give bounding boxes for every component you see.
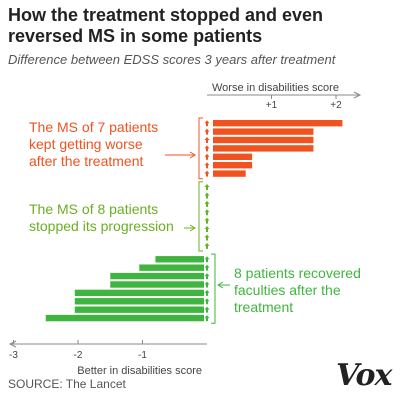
bottom-tick-label: -1 [138, 350, 147, 361]
bar-better [110, 272, 204, 280]
bar-worse [213, 170, 246, 177]
patient-marker [204, 234, 210, 241]
bar-worse [213, 153, 253, 160]
group-label-worse: The MS of 7 patients [29, 119, 158, 135]
top-tick-label: +2 [330, 100, 342, 111]
bar-better [110, 281, 204, 288]
bar-worse [213, 128, 314, 135]
patient-marker [204, 315, 210, 322]
patient-marker [204, 128, 210, 135]
group-label-better: 8 patients recovered [234, 265, 361, 281]
bar-worse [213, 145, 314, 152]
connector-stopped-arrowhead [189, 224, 196, 232]
patient-marker [204, 264, 210, 271]
bar-better [74, 289, 205, 297]
bottom-tick-label: -2 [74, 350, 83, 361]
patient-marker [204, 192, 210, 199]
top-tick-label: +1 [266, 100, 278, 111]
patient-marker [204, 306, 210, 313]
top-axis-arrow [353, 91, 362, 99]
group-label-worse: kept getting worse [29, 136, 143, 152]
patient-marker [204, 170, 210, 177]
bar-better [155, 256, 204, 263]
bar-worse [213, 120, 343, 127]
patient-marker [204, 226, 210, 233]
top-axis-label: Worse in disabilities score [212, 82, 339, 94]
patient-marker [204, 217, 210, 224]
patient-marker [204, 162, 210, 169]
patient-marker [204, 200, 210, 207]
bracket-better [211, 253, 216, 324]
bracket-worse [198, 117, 203, 180]
patient-marker [204, 145, 210, 152]
group-label-better: faculties after the [234, 282, 341, 298]
group-label-worse: after the treatment [29, 153, 144, 169]
patient-marker [204, 209, 210, 216]
patient-marker [204, 281, 210, 288]
group-label-stopped: The MS of 8 patients [29, 201, 158, 217]
bar-better [74, 298, 205, 305]
bar-better [45, 314, 204, 322]
patient-marker [204, 273, 210, 280]
chart-title: How the treatment stopped and even rever… [8, 5, 324, 46]
bracket-stopped [198, 181, 203, 252]
group-label-stopped: stopped its progression [29, 218, 174, 234]
patient-marker [204, 153, 210, 160]
bottom-tick-label: -3 [9, 350, 18, 361]
bar-better [74, 306, 205, 313]
patient-marker [204, 242, 210, 249]
bar-worse [213, 136, 314, 144]
patient-marker [204, 184, 210, 191]
patient-marker [204, 298, 210, 305]
vox-logo: Vox [336, 358, 392, 393]
group-label-better: treatment [234, 299, 293, 315]
patient-marker [204, 289, 210, 296]
connector-worse-arrowhead [189, 151, 196, 159]
patient-marker [204, 256, 210, 263]
patient-marker [204, 120, 210, 127]
bar-worse [213, 162, 253, 169]
patient-marker [204, 137, 210, 143]
chart-subtitle: Difference between EDSS scores 3 years a… [8, 52, 336, 67]
bar-better [139, 264, 204, 271]
connector-better-arrowhead [217, 281, 224, 289]
bottom-axis-label: Better in disabilities score [77, 365, 202, 377]
source-note: SOURCE: The Lancet [8, 377, 126, 391]
